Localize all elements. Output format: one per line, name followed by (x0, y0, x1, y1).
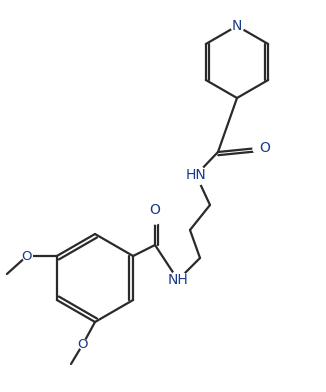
Text: O: O (150, 203, 160, 217)
Text: O: O (78, 338, 88, 350)
Text: N: N (232, 19, 242, 33)
Text: O: O (22, 249, 32, 263)
Text: NH: NH (168, 273, 188, 287)
Text: HN: HN (185, 168, 206, 182)
Text: O: O (259, 141, 271, 155)
